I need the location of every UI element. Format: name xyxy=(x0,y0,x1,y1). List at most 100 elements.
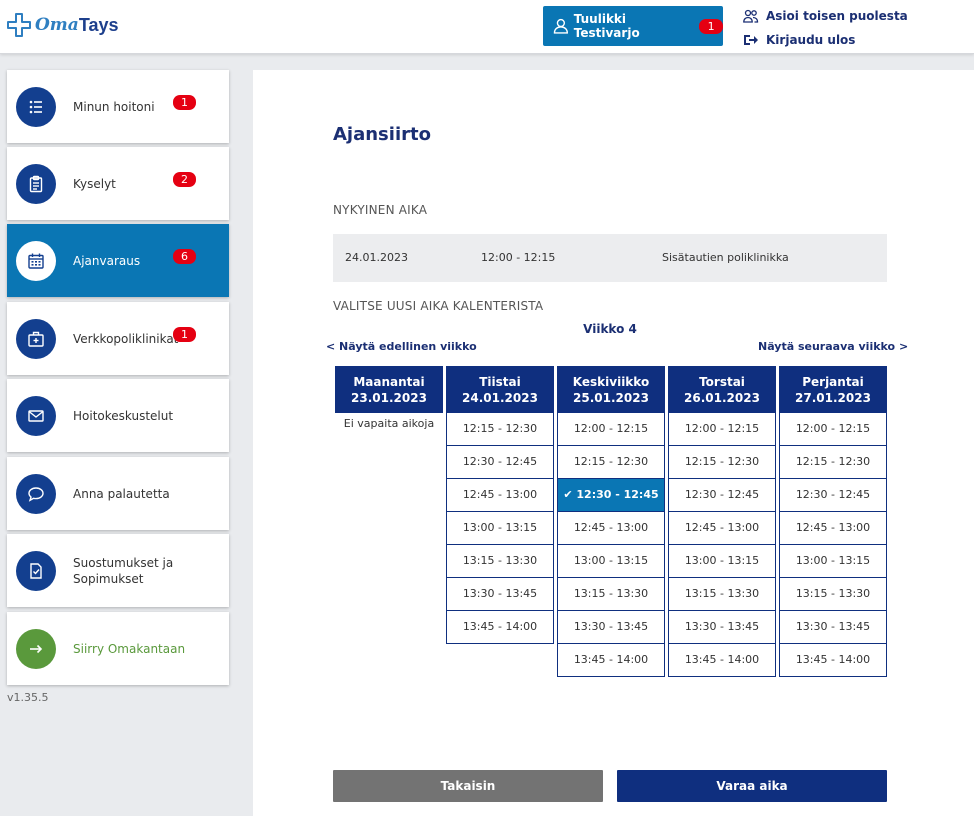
act-on-behalf-link[interactable]: Asioi toisen puolesta xyxy=(743,9,908,23)
time-slot[interactable]: 13:15 - 13:30 xyxy=(557,578,665,611)
current-time-heading: NYKYINEN AIKA xyxy=(333,203,428,217)
list-icon xyxy=(16,86,56,127)
next-week-link[interactable]: Näytä seuraava viikko > xyxy=(758,340,909,353)
top-header: Oma Tays Tuulikki Testivarjo 1 Asioi tois… xyxy=(0,0,974,54)
user-notification-badge: 1 xyxy=(699,18,723,34)
sidebar-item-siirry-omakantaan[interactable]: Siirry Omakantaan xyxy=(7,612,229,685)
sidebar-item-label: Minun hoitoni xyxy=(73,99,155,114)
time-slot[interactable]: 13:45 - 14:00 xyxy=(557,644,665,677)
day-column-tuesday: Tiistai 24.01.2023 12:15 - 12:30 12:30 -… xyxy=(446,366,554,644)
sidebar-badge: 1 xyxy=(173,327,196,342)
day-name: Tiistai xyxy=(479,375,521,389)
checkmark-icon: ✔ xyxy=(563,488,577,501)
time-slot[interactable]: 13:00 - 13:15 xyxy=(668,545,776,578)
no-available-times: Ei vapaita aikoja xyxy=(343,417,435,430)
time-slot[interactable]: 12:30 - 12:45 xyxy=(668,479,776,512)
back-button[interactable]: Takaisin xyxy=(333,770,603,802)
time-slot[interactable]: 12:15 - 12:30 xyxy=(779,446,887,479)
selected-slot-label: 12:30 - 12:45 xyxy=(576,488,659,501)
day-date: 25.01.2023 xyxy=(573,391,649,405)
sidebar-item-label: Siirry Omakantaan xyxy=(73,641,186,656)
time-slot[interactable]: 12:15 - 12:30 xyxy=(668,446,776,479)
sidebar-item-minun-hoitoni[interactable]: Minun hoitoni 1 xyxy=(7,70,229,143)
time-slot[interactable]: 13:15 - 13:30 xyxy=(779,578,887,611)
day-column-friday: Perjantai 27.01.2023 12:00 - 12:15 12:15… xyxy=(779,366,887,677)
day-name: Keskiviikko xyxy=(572,375,650,389)
time-slot[interactable]: 13:30 - 13:45 xyxy=(557,611,665,644)
book-appointment-button[interactable]: Varaa aika xyxy=(617,770,887,802)
sidebar-item-label: Verkkopoliklinikat xyxy=(73,331,179,346)
time-slot[interactable]: 12:45 - 13:00 xyxy=(668,512,776,545)
time-slot[interactable]: 13:00 - 13:15 xyxy=(779,545,887,578)
medical-kit-icon xyxy=(16,318,56,359)
sidebar-item-suostumukset[interactable]: Suostumukset ja Sopimukset xyxy=(7,534,229,607)
day-date: 24.01.2023 xyxy=(462,391,538,405)
calendar-icon xyxy=(16,240,56,281)
sidebar-item-anna-palautetta[interactable]: Anna palautetta xyxy=(7,457,229,530)
sidebar-item-hoitokeskustelut[interactable]: Hoitokeskustelut xyxy=(7,379,229,452)
sidebar-item-label: Kyselyt xyxy=(73,176,116,191)
choose-new-time-heading: VALITSE UUSI AIKA KALENTERISTA xyxy=(333,299,544,313)
act-on-behalf-label: Asioi toisen puolesta xyxy=(766,9,908,23)
sidebar-item-label: Anna palautetta xyxy=(73,486,170,501)
time-slot[interactable]: 13:00 - 13:15 xyxy=(557,545,665,578)
time-slot[interactable]: 13:00 - 13:15 xyxy=(446,512,554,545)
day-header: Maanantai 23.01.2023 xyxy=(335,366,443,413)
time-slot[interactable]: 13:15 - 13:30 xyxy=(446,545,554,578)
day-name: Perjantai xyxy=(802,375,864,389)
previous-week-link[interactable]: < Näytä edellinen viikko xyxy=(326,340,477,353)
time-slot[interactable]: 12:30 - 12:45 xyxy=(446,446,554,479)
arrow-right-icon xyxy=(16,628,56,669)
current-appointment: 24.01.2023 12:00 - 12:15 Sisätautien pol… xyxy=(333,234,887,282)
day-header: Tiistai 24.01.2023 xyxy=(446,366,554,413)
day-header: Perjantai 27.01.2023 xyxy=(779,366,887,413)
time-slot[interactable]: 12:15 - 12:30 xyxy=(557,446,665,479)
time-slot[interactable]: 12:45 - 13:00 xyxy=(557,512,665,545)
sidebar-item-label: Suostumukset ja Sopimukset xyxy=(73,555,174,586)
users-icon xyxy=(743,9,759,23)
sidebar-item-label: Ajanvaraus xyxy=(73,253,141,268)
time-slot[interactable]: 13:45 - 14:00 xyxy=(446,611,554,644)
current-date: 24.01.2023 xyxy=(345,251,408,264)
sidebar-item-kyselyt[interactable]: Kyselyt 2 xyxy=(7,147,229,220)
current-clinic: Sisätautien poliklinikka xyxy=(662,251,789,264)
time-slot[interactable]: 12:15 - 12:30 xyxy=(446,413,554,446)
page-title: Ajansiirto xyxy=(333,124,431,145)
app-version: v1.35.5 xyxy=(7,691,49,704)
user-menu-button[interactable]: Tuulikki Testivarjo 1 xyxy=(543,6,723,46)
time-slot[interactable]: 13:30 - 13:45 xyxy=(668,611,776,644)
time-slot[interactable]: 13:15 - 13:30 xyxy=(668,578,776,611)
day-header: Torstai 26.01.2023 xyxy=(668,366,776,413)
time-slot[interactable]: 12:45 - 13:00 xyxy=(446,479,554,512)
logo-tays-text: Tays xyxy=(78,14,119,35)
time-slot[interactable]: 13:30 - 13:45 xyxy=(446,578,554,611)
envelope-icon xyxy=(16,395,56,436)
omatays-logo[interactable]: Oma Tays xyxy=(6,12,119,38)
time-slot[interactable]: 12:00 - 12:15 xyxy=(779,413,887,446)
time-slot[interactable]: 12:30 - 12:45 xyxy=(779,479,887,512)
current-time: 12:00 - 12:15 xyxy=(481,251,556,264)
user-icon xyxy=(553,18,568,34)
time-slot[interactable]: 13:30 - 13:45 xyxy=(779,611,887,644)
sidebar-item-verkkopoliklinikat[interactable]: Verkkopoliklinikat 1 xyxy=(7,302,229,375)
logout-icon xyxy=(744,35,758,45)
chat-bubble-icon xyxy=(16,473,56,514)
day-column-wednesday: Keskiviikko 25.01.2023 12:00 - 12:15 12:… xyxy=(557,366,665,677)
day-date: 27.01.2023 xyxy=(795,391,871,405)
week-label: Viikko 4 xyxy=(583,322,637,336)
checklist-document-icon xyxy=(16,550,56,591)
sidebar-badge: 2 xyxy=(173,172,196,187)
time-slot[interactable]: 12:00 - 12:15 xyxy=(557,413,665,446)
time-slot[interactable]: 12:00 - 12:15 xyxy=(668,413,776,446)
day-date: 23.01.2023 xyxy=(351,391,427,405)
day-date: 26.01.2023 xyxy=(684,391,760,405)
time-slot[interactable]: 13:45 - 14:00 xyxy=(668,644,776,677)
time-slot[interactable]: 12:45 - 13:00 xyxy=(779,512,887,545)
logout-label: Kirjaudu ulos xyxy=(766,33,856,47)
time-slot-selected[interactable]: ✔ 12:30 - 12:45 xyxy=(557,479,665,512)
logout-link[interactable]: Kirjaudu ulos xyxy=(743,33,855,47)
day-column-thursday: Torstai 26.01.2023 12:00 - 12:15 12:15 -… xyxy=(668,366,776,677)
sidebar-item-ajanvaraus[interactable]: Ajanvaraus 6 xyxy=(7,224,229,297)
time-slot[interactable]: 13:45 - 14:00 xyxy=(779,644,887,677)
medical-cross-logo-icon xyxy=(7,13,31,37)
